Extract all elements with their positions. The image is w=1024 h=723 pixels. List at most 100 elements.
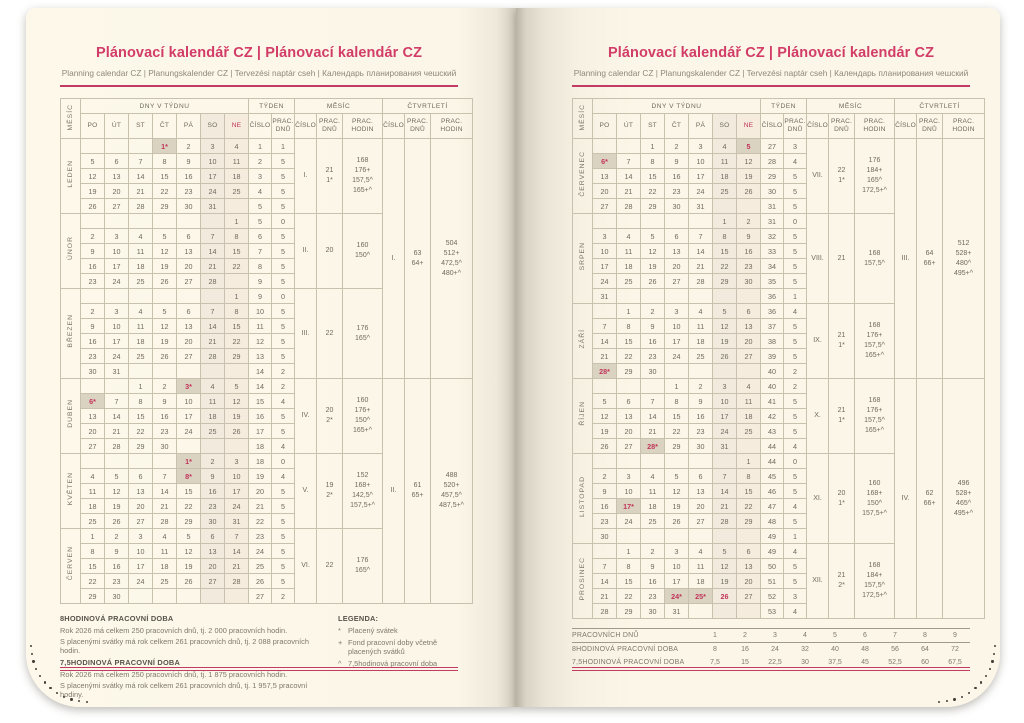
day-cell: 15 (712, 243, 737, 259)
day-cell (224, 438, 249, 454)
quarter-number-cell: III. (894, 138, 918, 379)
day-cell: 26 (152, 273, 177, 289)
day-cell: 2 (80, 303, 105, 319)
day-cell: 9 (592, 483, 617, 499)
workhours-value: 45 (861, 659, 869, 666)
day-cell: 18 (736, 408, 761, 424)
day-cell: 7 (200, 303, 225, 319)
month-hours-cell: 168 176+ 157,5^ 165+^ (854, 303, 896, 379)
workhours-value: 67,5 (948, 659, 962, 666)
value-line: 62 (925, 489, 934, 497)
day-cell: 26 (224, 423, 249, 439)
workdays-count: 2 (743, 632, 747, 639)
week-header: TÝDEN (247, 98, 296, 114)
day-cell: 11 (736, 393, 761, 409)
day-cell (592, 453, 617, 469)
day-cell (176, 363, 201, 379)
month-number-cell: X. (806, 378, 830, 454)
day-cell: 2 (664, 138, 689, 154)
day-cell: 31 (224, 513, 249, 529)
day-cell: 7 (200, 228, 225, 244)
day-cell: 24 (224, 498, 249, 514)
month-number-cell: III. (294, 288, 318, 379)
value-line: 168+ (866, 489, 883, 497)
workhours-value: 72 (951, 646, 959, 653)
day-cell: 9 (736, 228, 761, 244)
day-cell: 8 (616, 558, 641, 574)
week-number-cell: 10 (248, 303, 272, 319)
week-number-cell: 3 (248, 168, 272, 184)
day-cell: 23 (176, 183, 201, 199)
day-cell: 1 (616, 543, 641, 559)
day-cell: 5 (712, 303, 737, 319)
week-number-cell: 51 (760, 573, 784, 589)
week-row: ČERVENEC 1 2 3 4 5 27 3 VII. 22 1* 176 184+ 165^ 172,5… (572, 138, 986, 379)
day-cell: 15 (664, 408, 689, 424)
day-cell: 30 (104, 588, 129, 604)
day-name-út: ÚT (104, 113, 129, 139)
workdays-count: 4 (803, 632, 807, 639)
week-row: 8 9 10 11 12 13 14 24 5 (61, 543, 473, 559)
week-workdays-cell: 5 (782, 558, 808, 574)
day-cell (736, 198, 761, 214)
week-row: 12 13 14 15 16 17 18 42 5 (573, 408, 985, 424)
value-line: 480+^ (442, 269, 462, 277)
week-workdays-cell: 5 (782, 258, 808, 274)
week-row: 3 4 5 6 7 8 9 32 5 (573, 228, 985, 244)
day-cell: 8 (224, 228, 249, 244)
day-cell: 21 (616, 183, 641, 199)
day-cell: 23 (80, 273, 105, 289)
month-name-cell: ŘÍJEN (572, 378, 593, 454)
page-title: Plánovací kalendář CZ | Plánovací kalend… (607, 45, 935, 61)
week-number-cell: 23 (248, 528, 272, 544)
value-line: 176+ (866, 407, 883, 414)
week-number-cell: 21 (248, 498, 272, 514)
day-cell: 20 (200, 558, 225, 574)
value-line: 465^ (956, 499, 972, 507)
day-cell: 16 (80, 258, 105, 274)
day-cell: 23 (152, 423, 177, 439)
day-cell: 13 (128, 483, 153, 499)
day-cell: 27 (736, 588, 761, 604)
workhours-value: 32 (801, 646, 809, 653)
day-cell (592, 378, 617, 394)
day-cell: 23 (80, 348, 105, 364)
day-cell: 18 (200, 408, 225, 424)
week-workdays-cell: 5 (782, 483, 808, 499)
days-of-week-header: DNY V TÝDNU (592, 98, 761, 114)
day-cell: 24 (592, 273, 617, 289)
month-name: PROSINEC (579, 556, 586, 601)
day-cell (128, 588, 153, 604)
perforation-dots-left (86, 700, 89, 703)
day-cell: 25* (688, 588, 713, 604)
day-cell: 27 (104, 198, 129, 214)
value-line: 176 (356, 557, 369, 564)
day-cell: 2 (736, 213, 761, 229)
value-line: 20 (325, 407, 334, 414)
month-name: LEDEN (67, 159, 74, 188)
week-workdays-cell: 1 (270, 138, 296, 154)
legend-item: ^ 7,5hodinová pracovní doba (338, 659, 458, 669)
day-cell: 20 (176, 333, 201, 349)
week-number-cell: 36 (760, 288, 784, 304)
day-cell: 11 (128, 318, 153, 334)
week-number-cell: 18 (248, 438, 272, 454)
week-number-cell: 18 (248, 453, 272, 469)
week-number-cell: 48 (760, 513, 784, 529)
week-number-header: ČÍSLO (248, 113, 272, 139)
value-line: 495+^ (954, 269, 974, 277)
day-cell: 10 (712, 393, 737, 409)
perforation-dots-right (974, 686, 977, 690)
header-rule (60, 85, 458, 87)
day-cell: 6* (80, 393, 105, 409)
day-cell: 24 (616, 513, 641, 529)
value-line: 528+ (955, 489, 972, 497)
week-number-cell: 31 (760, 213, 784, 229)
week-number-cell: 35 (760, 273, 784, 289)
day-cell: 21 (200, 333, 225, 349)
day-name-so: SO (712, 113, 737, 139)
day-cell: 9 (80, 243, 105, 259)
day-cell: 5 (712, 543, 737, 559)
value-line: II. (390, 487, 397, 494)
